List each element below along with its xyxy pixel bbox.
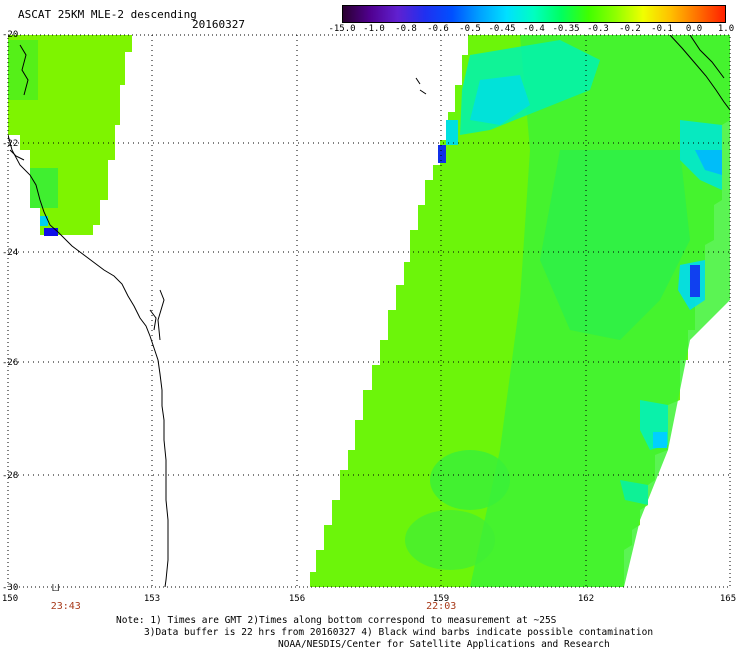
colorbar [342, 5, 726, 23]
lon-label: 150 [1, 594, 19, 604]
note-line-3: NOAA/NESDIS/Center for Satellite Applica… [278, 639, 610, 650]
lat-label: -20 [2, 30, 19, 40]
colorbar-label: -0.6 [427, 24, 449, 34]
lat-label: -24 [2, 248, 19, 258]
pass-time-label: 23:43 [50, 601, 81, 612]
map-date: 20160327 [192, 18, 245, 31]
note-line-1: Note: 1) Times are GMT 2)Times along bot… [116, 615, 557, 626]
colorbar-label: -0.4 [523, 24, 545, 34]
colorbar-label: -0.35 [552, 24, 580, 34]
grid [8, 35, 730, 587]
colorbar-label: 0.0 [685, 24, 703, 34]
colorbar-label: -1.0 [363, 24, 385, 34]
colorbar-label: -0.3 [587, 24, 609, 34]
lat-label: -22 [2, 139, 19, 149]
lon-label: 165 [719, 594, 737, 604]
left-swath [8, 35, 132, 236]
lon-label: 153 [143, 594, 161, 604]
colorbar-label: -15.0 [328, 24, 356, 34]
note-line-2: 3)Data buffer is 22 hrs from 20160327 4)… [144, 627, 654, 638]
wind-barb-marker: ⨆ [52, 583, 59, 593]
lon-label: 159 [432, 594, 450, 604]
map-frame [7, 34, 731, 588]
lat-label: -26 [2, 358, 19, 368]
main-swath [310, 35, 730, 587]
colorbar-label: 1.0 [717, 24, 735, 34]
lon-label: 162 [577, 594, 595, 604]
colorbar-label: -0.45 [488, 24, 516, 34]
coastline [8, 35, 730, 587]
map-title: ASCAT 25KM MLE-2 descending [18, 8, 197, 21]
colorbar-label: -0.5 [459, 24, 481, 34]
lat-label: -30 [2, 583, 19, 593]
colorbar-label: -0.1 [651, 24, 673, 34]
pass-time-label: 22:03 [426, 601, 457, 612]
lon-label: 156 [288, 594, 306, 604]
colorbar-label: -0.2 [619, 24, 641, 34]
colorbar-label: -0.8 [395, 24, 417, 34]
lat-label: -28 [2, 471, 19, 481]
